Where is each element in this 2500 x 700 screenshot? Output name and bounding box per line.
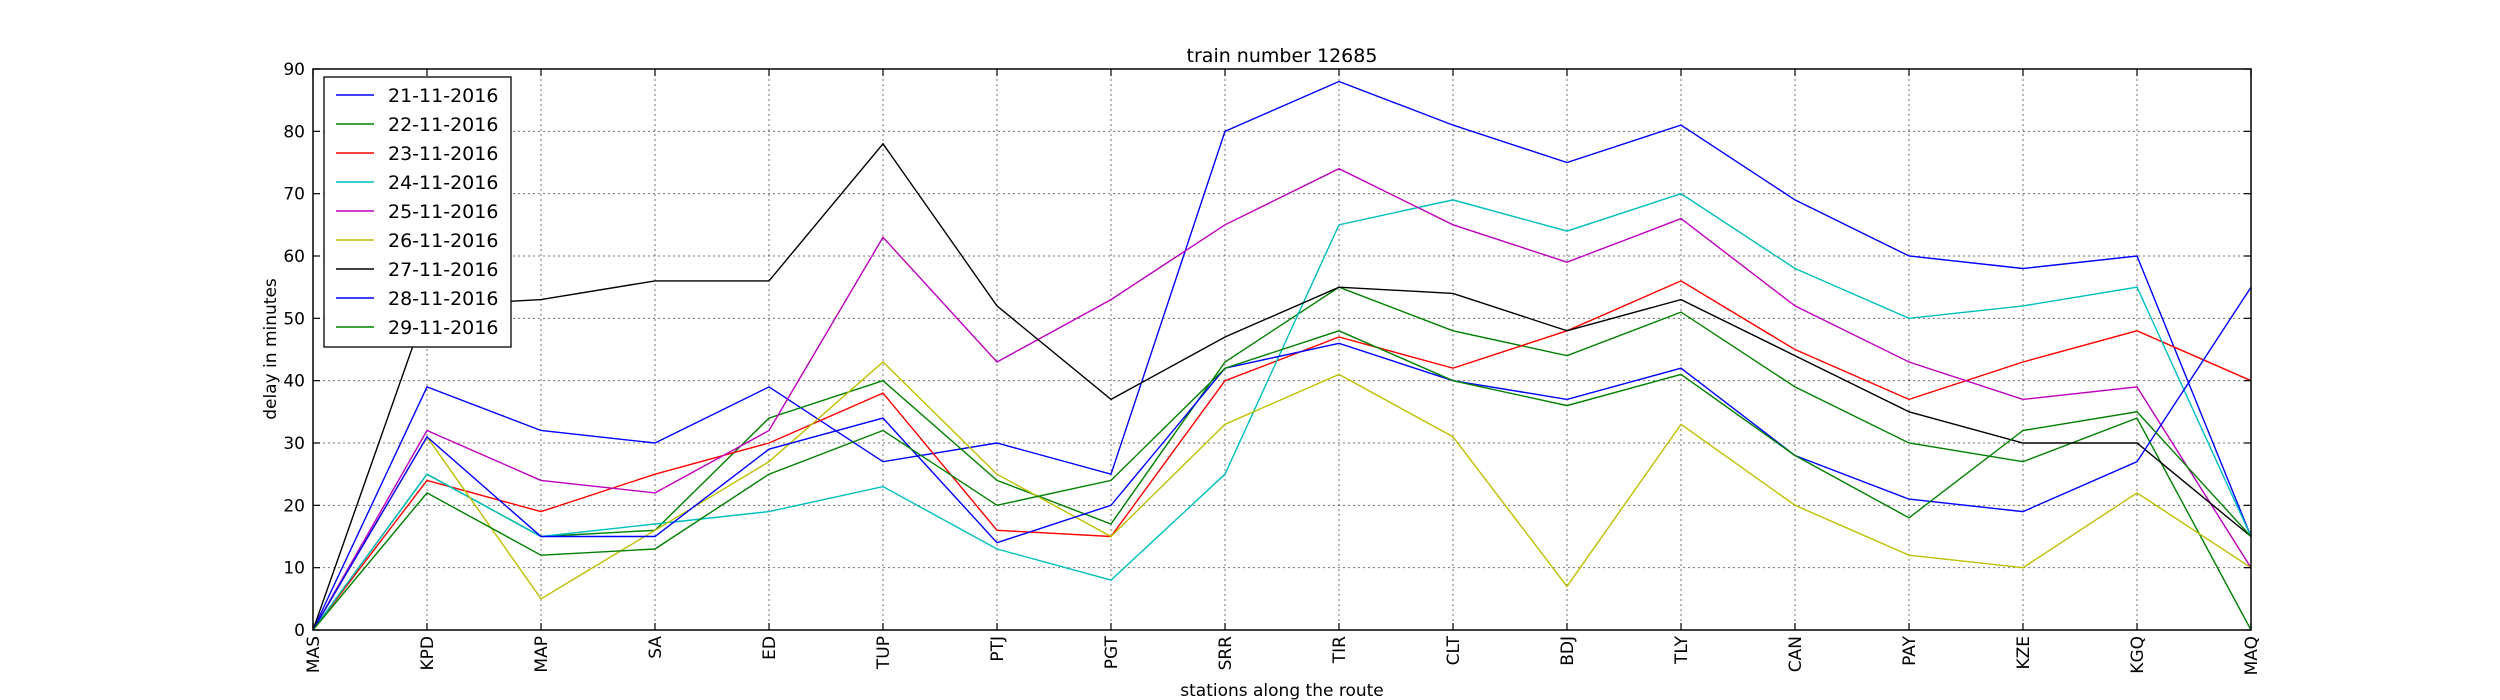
series-line-28-11-2016 (312, 286, 2252, 631)
legend-label: 21-11-2016 (388, 85, 498, 107)
x-tick-labels: MAS KPD MAP SA ED TUP PTJ PGT SRR TIR CLT BDJ TLY CAN… (304, 635, 2262, 675)
axis-ticks (312, 68, 2252, 631)
legend-label: 23-11-2016 (388, 143, 498, 165)
y-tick-label: 80 (283, 122, 305, 142)
x-tick-label: MAP (532, 636, 552, 673)
legend-label: 29-11-2016 (388, 317, 498, 339)
legend-label: 27-11-2016 (388, 259, 498, 281)
series-line-23-11-2016 (312, 280, 2252, 631)
series-line-21-11-2016 (312, 80, 2252, 631)
legend-label: 24-11-2016 (388, 172, 498, 194)
legend-label: 26-11-2016 (388, 230, 498, 252)
x-tick-label: KGQ (2128, 636, 2148, 674)
series-line-22-11-2016 (312, 286, 2252, 631)
x-tick-label: ED (760, 636, 780, 660)
x-tick-label: CAN (1786, 636, 1806, 672)
x-tick-label: SA (646, 636, 666, 659)
x-tick-label: PGT (1102, 635, 1122, 669)
y-tick-label: 20 (283, 496, 305, 516)
series-line-29-11-2016 (312, 330, 2252, 631)
x-tick-label: BDJ (1558, 636, 1578, 666)
legend-label: 25-11-2016 (388, 201, 498, 223)
chart-title: train number 12685 (1187, 45, 1378, 67)
x-tick-label: PTJ (988, 636, 1008, 662)
y-axis-label: delay in minutes (261, 278, 281, 420)
y-tick-label: 10 (283, 559, 305, 579)
y-tick-labels: 0 10 20 30 40 50 60 70 80 90 (283, 60, 305, 641)
series-line-26-11-2016 (312, 361, 2252, 631)
series-line-24-11-2016 (312, 192, 2252, 631)
x-tick-label: TLY (1672, 635, 1692, 665)
legend-label: 22-11-2016 (388, 114, 498, 136)
x-tick-label: KPD (418, 636, 438, 671)
x-tick-label: MAQ (2242, 636, 2262, 675)
y-tick-label: 90 (283, 60, 305, 80)
legend-box (323, 76, 512, 348)
x-tick-label: PAY (1900, 635, 1920, 665)
plot-frame (312, 68, 2252, 631)
x-tick-label: MAS (304, 636, 324, 673)
x-tick-label: CLT (1444, 635, 1464, 665)
grid-lines (313, 69, 2251, 630)
x-tick-label: TUP (874, 636, 894, 670)
x-tick-label: KZE (2014, 636, 2034, 670)
x-axis-label: stations along the route (1180, 681, 1384, 700)
series-lines (312, 80, 2252, 631)
legend: 21-11-2016 22-11-2016 23-11-2016 24-11-2016… (323, 76, 512, 348)
x-tick-label: SRR (1216, 636, 1236, 671)
x-tick-label: TIR (1330, 636, 1350, 664)
y-tick-label: 40 (283, 372, 305, 392)
y-tick-label: 70 (283, 185, 305, 205)
series-line-25-11-2016 (312, 167, 2252, 631)
y-tick-label: 0 (294, 621, 305, 641)
y-tick-label: 30 (283, 434, 305, 454)
legend-label: 28-11-2016 (388, 288, 498, 310)
series-line-27-11-2016 (312, 142, 2252, 631)
y-tick-label: 50 (283, 309, 305, 329)
y-tick-label: 60 (283, 247, 305, 267)
